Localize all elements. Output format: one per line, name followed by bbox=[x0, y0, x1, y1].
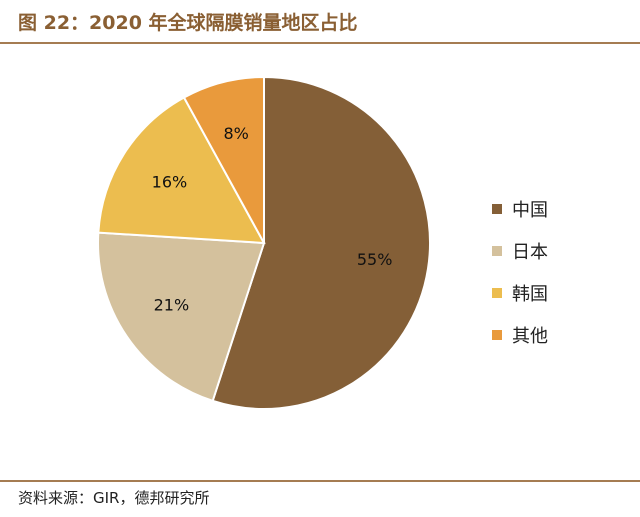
source-note: 资料来源：GIR，德邦研究所 bbox=[18, 489, 210, 507]
legend-item-china: 中国 bbox=[492, 188, 548, 230]
legend-label-other: 其他 bbox=[512, 326, 548, 347]
pie-slice-china bbox=[211, 75, 431, 410]
legend-swatch-other bbox=[492, 330, 502, 340]
figure-title: 图 22：2020 年全球隔膜销量地区占比 bbox=[18, 12, 358, 34]
legend: 中国 日本 韩国 其他 bbox=[492, 188, 548, 356]
legend-label-korea: 韩国 bbox=[512, 284, 548, 305]
legend-label-japan: 日本 bbox=[512, 242, 548, 263]
top-rule bbox=[0, 42, 640, 44]
legend-swatch-korea bbox=[492, 288, 502, 298]
pie-slices bbox=[97, 75, 431, 410]
pie-slice-japan bbox=[97, 231, 266, 403]
bottom-rule bbox=[0, 480, 640, 482]
legend-item-japan: 日本 bbox=[492, 230, 548, 272]
legend-item-other: 其他 bbox=[492, 314, 548, 356]
pie-label-japan: 21% bbox=[154, 295, 190, 314]
pie-slice-other bbox=[182, 75, 265, 244]
legend-label-china: 中国 bbox=[512, 200, 548, 221]
pie-label-other: 8% bbox=[223, 124, 248, 143]
legend-item-korea: 韩国 bbox=[492, 272, 548, 314]
pie-label-china: 55% bbox=[357, 250, 393, 269]
legend-swatch-china bbox=[492, 204, 502, 214]
pie-slice-korea bbox=[97, 96, 266, 245]
pie-label-korea: 16% bbox=[152, 172, 188, 191]
pie-slice-labels: 55% 21% 16% 8% bbox=[152, 124, 393, 314]
legend-swatch-japan bbox=[492, 246, 502, 256]
